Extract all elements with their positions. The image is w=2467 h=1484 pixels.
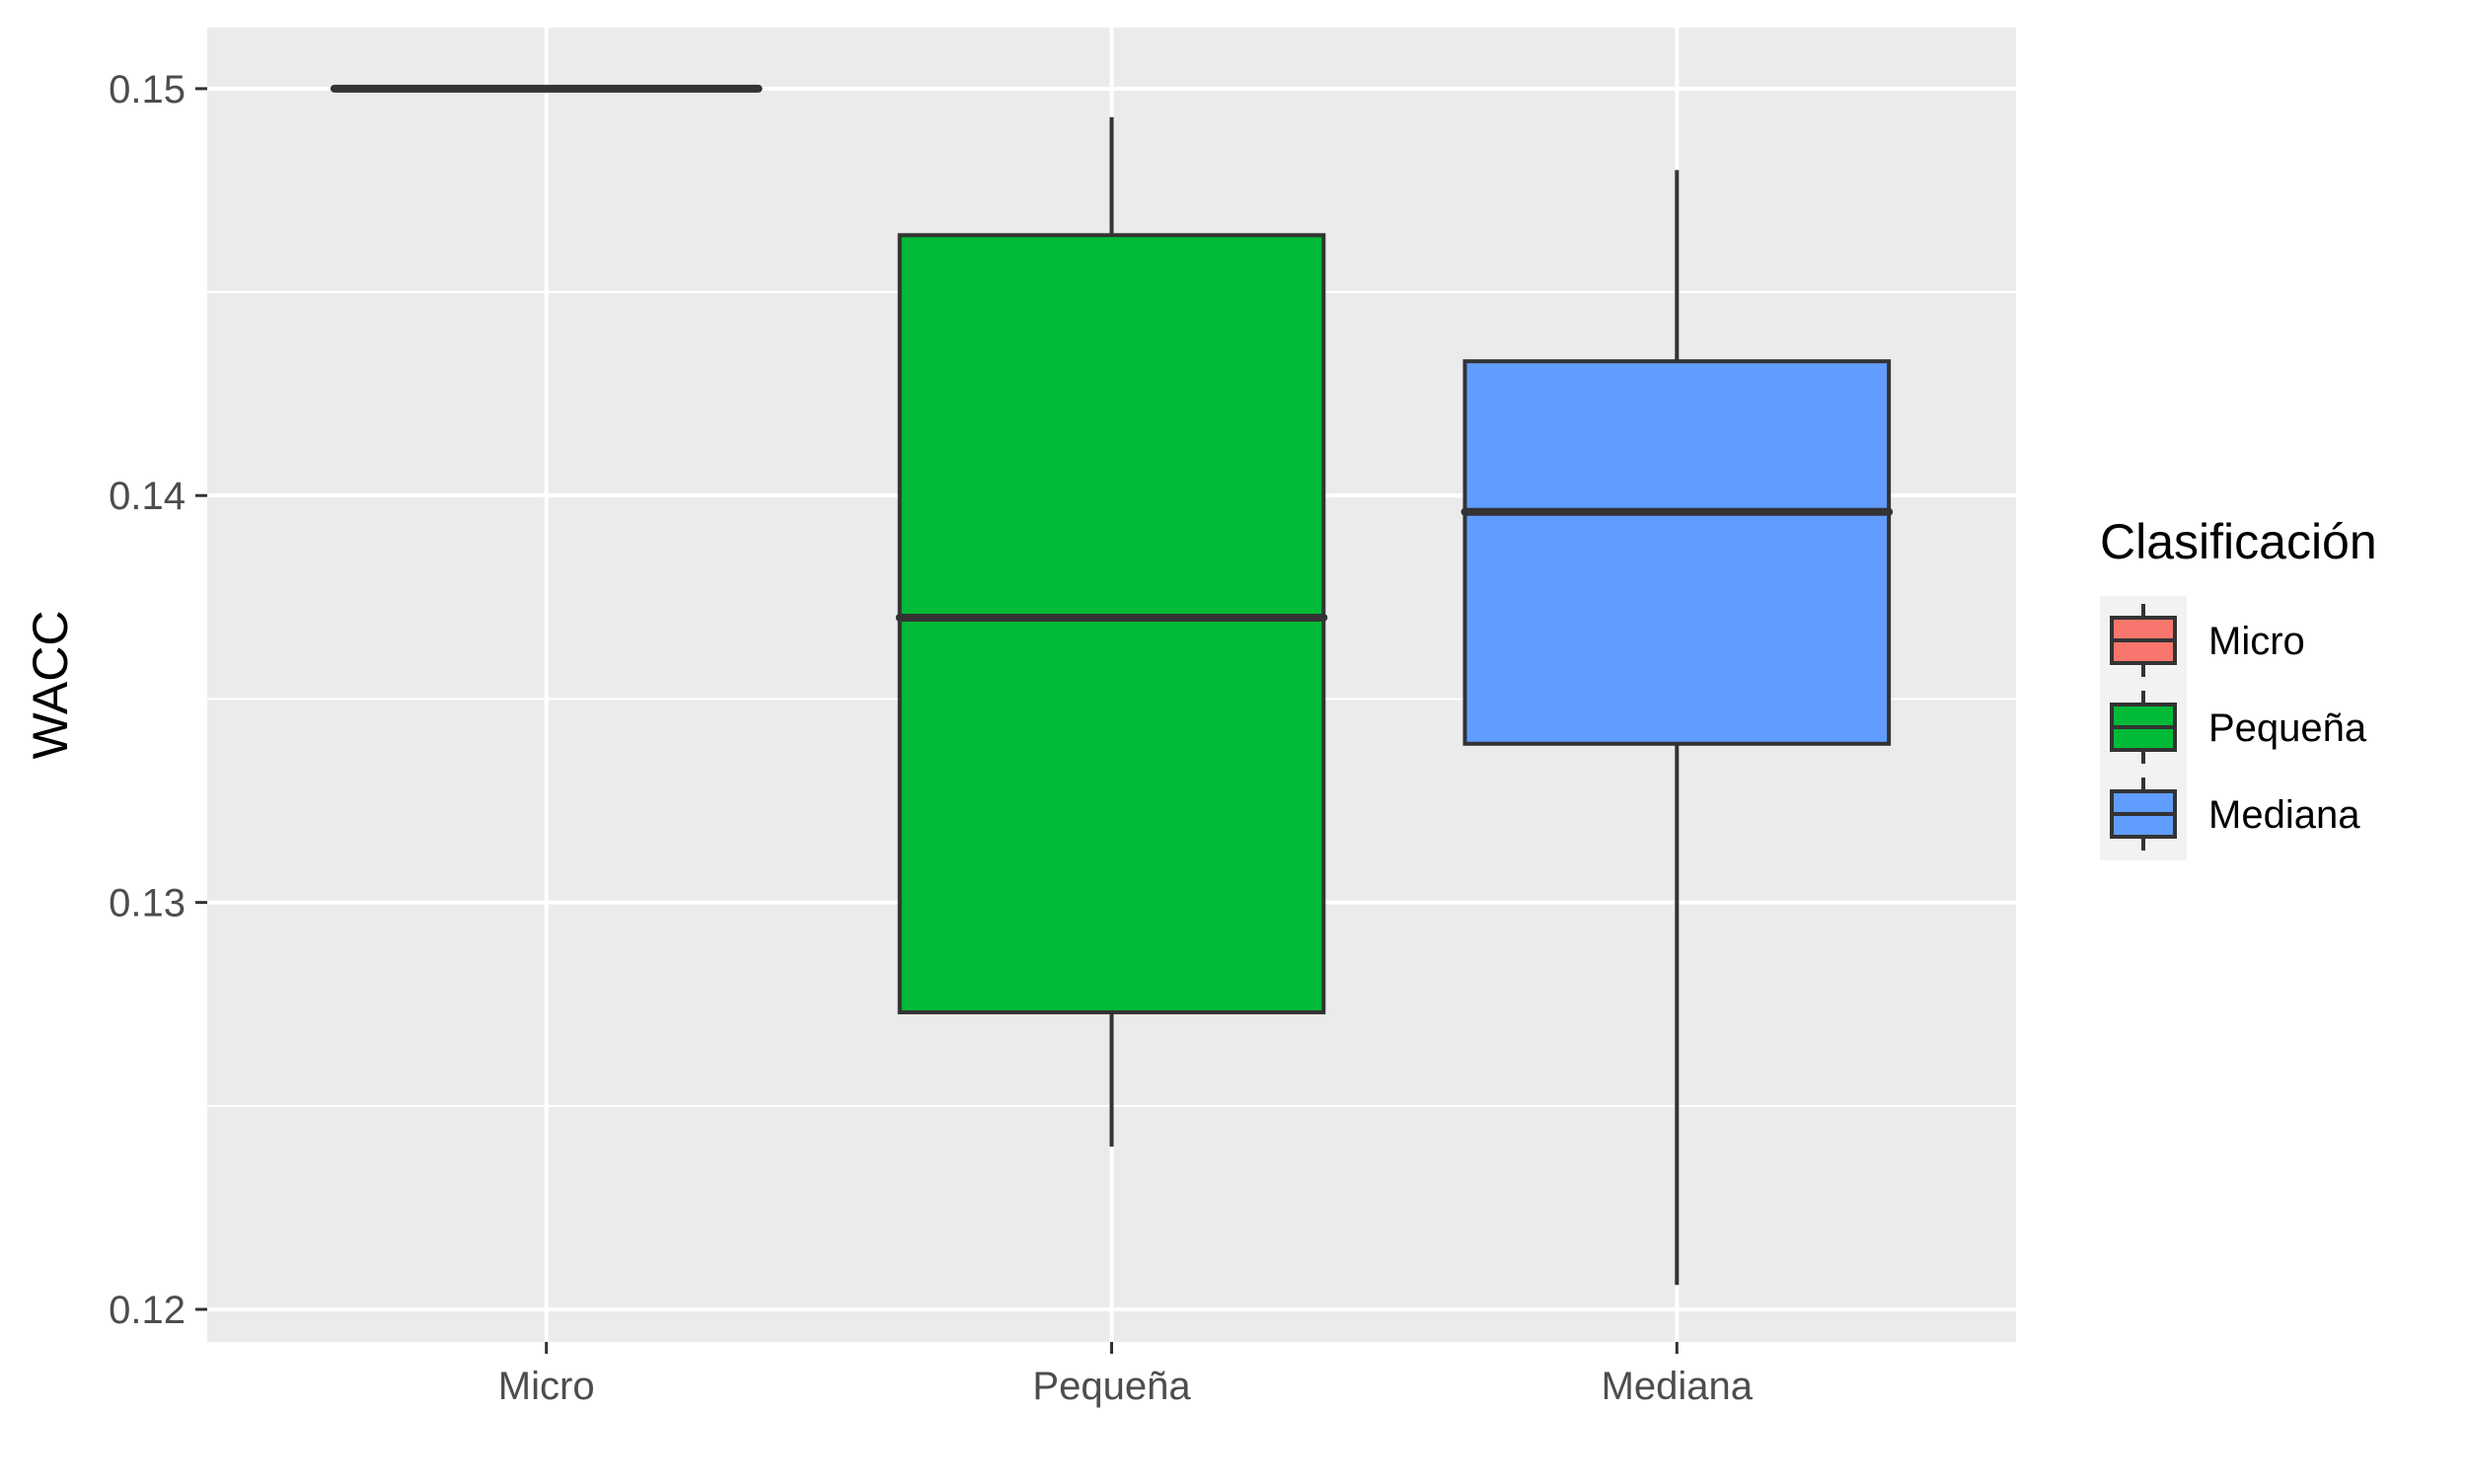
y-tick-label-3: 0.15 xyxy=(109,68,186,111)
legend-item-mediana: Mediana xyxy=(2110,778,2360,851)
box-pequeña xyxy=(895,116,1328,1148)
legend-label: Mediana xyxy=(2208,793,2360,837)
y-tick-label-2: 0.14 xyxy=(109,475,186,518)
box-layer xyxy=(330,84,1894,1286)
y-axis: 0.12 0.13 0.14 0.15 xyxy=(109,68,207,1332)
x-tick-label-1: Pequeña xyxy=(1032,1365,1191,1408)
legend-item-pequeña: Pequeña xyxy=(2110,691,2367,764)
legend: Clasificación Micro Pequeña Mediana xyxy=(2100,514,2377,860)
legend-item-micro: Micro xyxy=(2110,604,2305,677)
x-axis: Micro Pequeña Mediana xyxy=(498,1342,1754,1408)
y-tick-label-1: 0.13 xyxy=(109,882,186,926)
y-axis-title: WACC xyxy=(23,611,78,760)
legend-title: Clasificación xyxy=(2100,514,2377,569)
x-tick-label-2: Mediana xyxy=(1602,1365,1754,1408)
y-tick-label-0: 0.12 xyxy=(109,1289,186,1332)
iqr-box xyxy=(1462,359,1892,746)
box-mediana xyxy=(1460,170,1894,1286)
x-tick-label-0: Micro xyxy=(498,1365,595,1408)
iqr-box xyxy=(897,233,1326,1014)
legend-label: Pequeña xyxy=(2208,706,2367,750)
legend-label: Micro xyxy=(2208,620,2305,663)
